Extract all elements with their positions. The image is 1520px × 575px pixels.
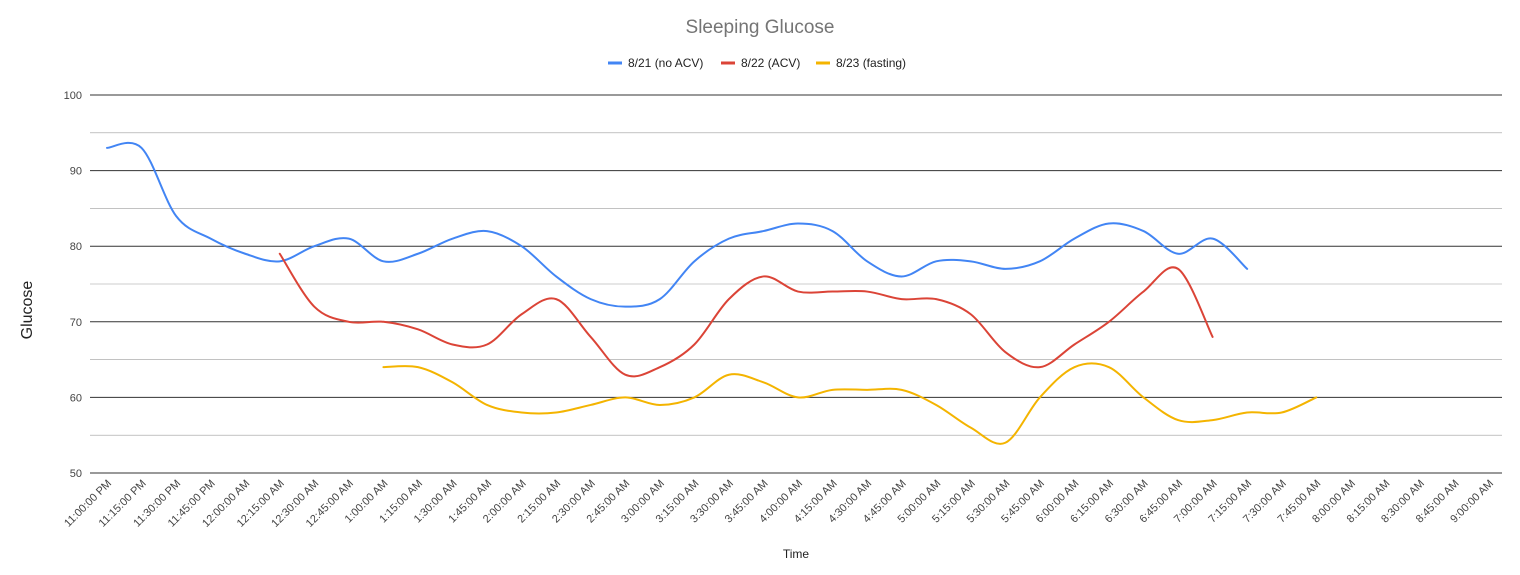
chart-title: Sleeping Glucose <box>686 17 835 38</box>
legend-label-1: 8/21 (no ACV) <box>628 56 703 70</box>
legend: 8/21 (no ACV) 8/22 (ACV) 8/23 (fasting) <box>608 56 906 70</box>
y-axis-ticks: 50 60 70 80 90 100 <box>64 90 82 480</box>
y-tick-label: 90 <box>70 166 82 178</box>
series-line-1 <box>106 141 1249 308</box>
series-line-2 <box>278 252 1214 378</box>
gridlines <box>90 94 1502 474</box>
y-tick-label: 50 <box>70 468 82 480</box>
x-axis-title: Time <box>783 547 810 561</box>
y-tick-label: 60 <box>70 392 82 404</box>
y-axis-title: Glucose <box>19 281 36 340</box>
y-tick-label: 80 <box>70 241 82 253</box>
legend-label-3: 8/23 (fasting) <box>836 56 906 70</box>
series-line-3 <box>382 362 1318 445</box>
y-tick-label: 100 <box>64 90 82 102</box>
y-tick-label: 70 <box>70 317 82 329</box>
legend-label-2: 8/22 (ACV) <box>741 56 800 70</box>
series-lines <box>106 141 1318 445</box>
